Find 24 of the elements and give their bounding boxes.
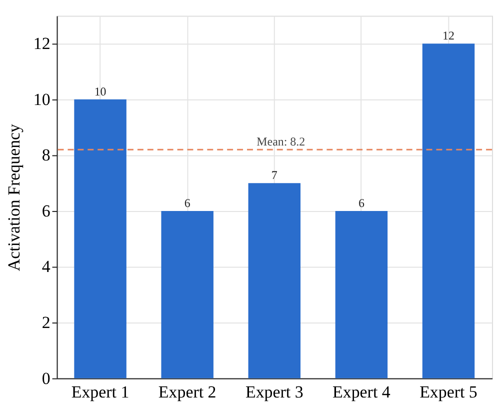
y-tick-label: 10 <box>33 90 50 109</box>
bar <box>161 210 214 378</box>
x-tick-label: Expert 4 <box>332 382 391 402</box>
bar <box>248 183 301 378</box>
bar <box>74 99 126 378</box>
x-tick-label: Expert 2 <box>158 382 216 402</box>
bar <box>422 44 475 378</box>
y-tick-label: 2 <box>42 312 50 332</box>
x-tick-label: Expert 1 <box>71 382 130 402</box>
data-label: 7 <box>271 168 278 182</box>
data-label: 6 <box>358 196 364 210</box>
ref-line-label: Mean: 8.2 <box>256 134 306 149</box>
bar <box>335 210 388 378</box>
x-tick-label: Expert 5 <box>420 382 478 402</box>
data-label: 6 <box>184 196 190 210</box>
x-tick-label: Expert 3 <box>245 382 304 402</box>
y-tick-label: 4 <box>42 257 51 276</box>
y-tick-label: 6 <box>42 201 50 220</box>
data-label: 12 <box>442 28 454 43</box>
y-tick-label: 0 <box>42 368 50 388</box>
y-tick-label: 8 <box>42 146 50 165</box>
y-tick-label: 12 <box>33 34 50 54</box>
y-axis-title: Activation Frequency <box>4 123 24 272</box>
data-label: 10 <box>94 84 106 98</box>
